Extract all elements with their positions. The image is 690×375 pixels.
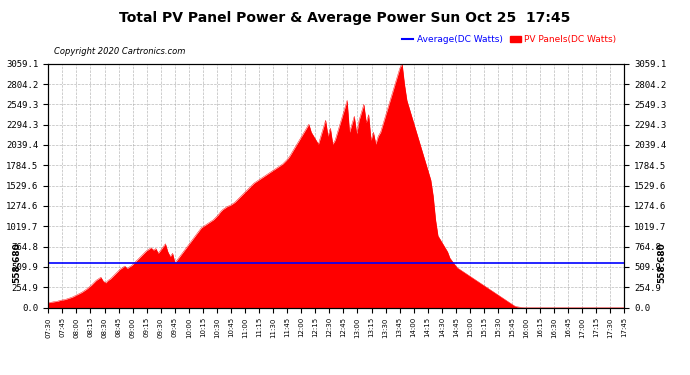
Legend: Average(DC Watts), PV Panels(DC Watts): Average(DC Watts), PV Panels(DC Watts) (399, 32, 620, 48)
Text: 558.680: 558.680 (658, 243, 667, 284)
Text: Total PV Panel Power & Average Power Sun Oct 25  17:45: Total PV Panel Power & Average Power Sun… (119, 11, 571, 25)
Text: Copyright 2020 Cartronics.com: Copyright 2020 Cartronics.com (54, 47, 186, 56)
Text: 558.680: 558.680 (12, 243, 21, 284)
